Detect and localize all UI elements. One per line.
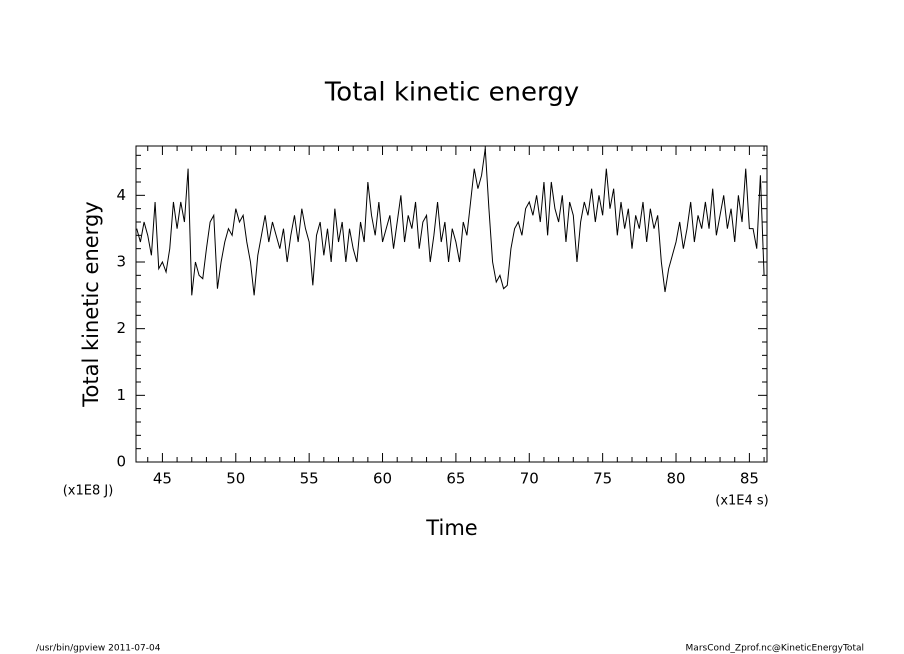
- y-tick-label: 0: [116, 453, 126, 471]
- x-unit: (x1E4 s): [715, 494, 769, 509]
- y-axis-label: Total kinetic energy: [79, 201, 103, 407]
- x-tick-label: 70: [520, 470, 539, 488]
- x-tick-label: 80: [666, 470, 685, 488]
- data-line: [136, 148, 765, 296]
- x-tick-label: 65: [446, 470, 465, 488]
- y-tick-label: 4: [116, 186, 126, 204]
- x-tick-label: 85: [740, 470, 759, 488]
- x-tick-label: 50: [226, 470, 245, 488]
- x-tick-label: 75: [593, 470, 612, 488]
- x-tick-label: 45: [153, 470, 172, 488]
- chart-title: Total kinetic energy: [324, 78, 579, 108]
- plot-frame: [135, 145, 768, 463]
- footer-right: MarsCond_Zprof.nc@KineticEnergyTotal: [686, 644, 864, 654]
- x-tick-label: 60: [373, 470, 392, 488]
- y-tick-label: 3: [116, 253, 126, 271]
- x-tick-label: 55: [300, 470, 319, 488]
- y-unit: (x1E8 J): [63, 484, 114, 499]
- y-tick-label: 1: [116, 386, 126, 404]
- y-tick-label: 2: [116, 319, 126, 337]
- footer-left: /usr/bin/gpview 2011-07-04: [36, 644, 161, 654]
- x-axis-label: Time: [425, 516, 477, 540]
